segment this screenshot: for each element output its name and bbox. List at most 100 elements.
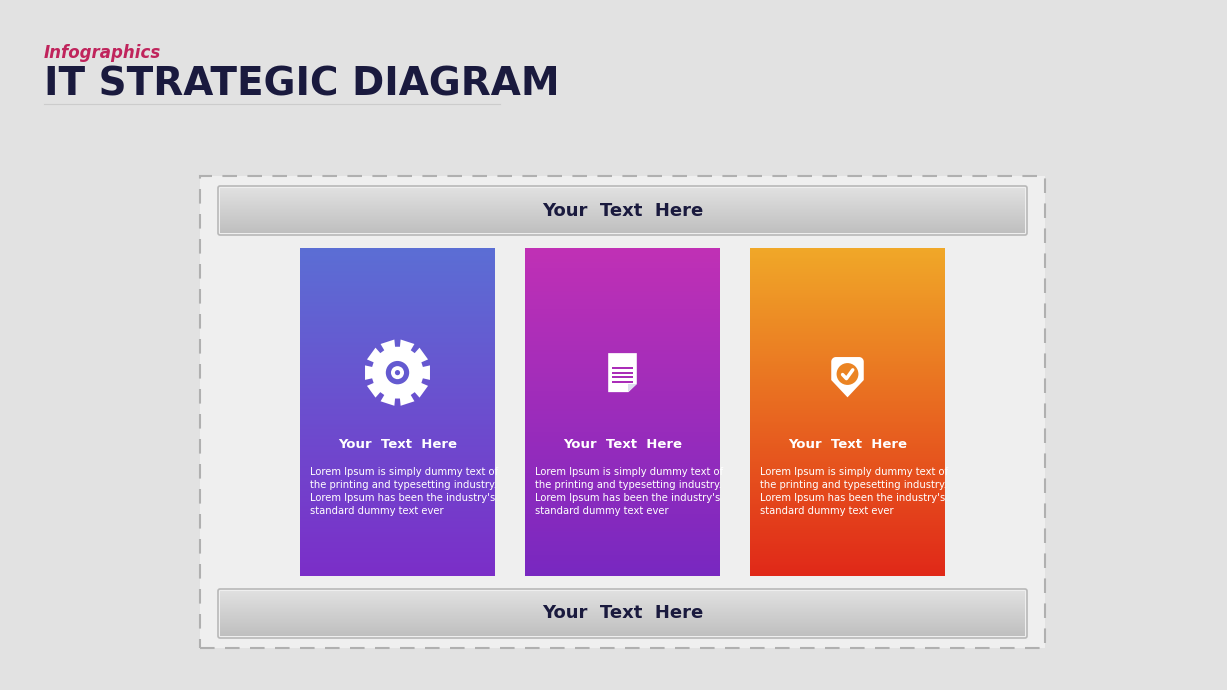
Bar	[525, 411, 720, 412]
Bar	[220, 201, 1025, 203]
Bar	[525, 344, 720, 345]
Bar	[750, 464, 945, 466]
Bar	[525, 476, 720, 477]
Bar	[750, 545, 945, 546]
Bar	[299, 301, 494, 303]
Bar	[525, 371, 720, 373]
Bar	[299, 395, 494, 397]
Polygon shape	[628, 384, 637, 392]
Bar	[525, 452, 720, 453]
Bar	[299, 419, 494, 421]
Bar	[299, 503, 494, 505]
Bar	[750, 386, 945, 388]
Bar	[525, 562, 720, 564]
Bar	[220, 591, 1025, 592]
Bar	[525, 405, 720, 406]
Bar	[750, 411, 945, 413]
Bar	[750, 284, 945, 285]
Bar	[525, 574, 720, 576]
Bar	[750, 259, 945, 260]
Bar	[750, 339, 945, 341]
Bar	[299, 269, 494, 271]
Bar	[525, 252, 720, 253]
Bar	[299, 431, 494, 433]
Bar	[299, 549, 494, 551]
Bar	[750, 530, 945, 531]
Bar	[299, 441, 494, 442]
Bar	[750, 419, 945, 421]
Bar	[750, 547, 945, 549]
Bar	[750, 560, 945, 562]
Bar	[299, 355, 494, 356]
Bar	[525, 499, 720, 500]
Bar	[299, 454, 494, 455]
Bar	[525, 297, 720, 298]
Bar	[525, 439, 720, 440]
Bar	[525, 442, 720, 444]
Bar	[750, 250, 945, 253]
Bar	[299, 570, 494, 571]
Text: Your  Text  Here: Your Text Here	[337, 438, 456, 451]
Bar	[525, 407, 720, 408]
Bar	[750, 266, 945, 268]
Bar	[750, 364, 945, 366]
Bar	[750, 285, 945, 286]
Bar	[525, 431, 720, 433]
Bar	[220, 197, 1025, 198]
Bar	[220, 190, 1025, 192]
Bar	[750, 540, 945, 541]
Bar	[750, 338, 945, 340]
Bar	[299, 372, 494, 374]
Bar	[299, 418, 494, 420]
Bar	[525, 311, 720, 313]
Bar	[525, 455, 720, 457]
Bar	[299, 489, 494, 491]
Bar	[299, 405, 494, 406]
Bar	[750, 571, 945, 573]
Bar	[525, 339, 720, 341]
Bar	[299, 390, 494, 391]
Bar	[220, 635, 1025, 636]
Bar	[299, 414, 494, 415]
Bar	[299, 404, 494, 406]
Bar	[299, 385, 494, 387]
Bar	[750, 414, 945, 415]
Text: Lorem Ipsum has been the industry's: Lorem Ipsum has been the industry's	[535, 493, 720, 503]
Bar	[299, 381, 494, 382]
Bar	[750, 439, 945, 440]
Bar	[750, 491, 945, 493]
Bar	[220, 631, 1025, 633]
Bar	[750, 498, 945, 500]
Bar	[750, 460, 945, 461]
Bar	[220, 199, 1025, 200]
Bar	[525, 384, 720, 386]
Bar	[220, 226, 1025, 228]
Bar	[525, 435, 720, 437]
Bar	[525, 498, 720, 500]
Bar	[750, 445, 945, 447]
Bar	[750, 290, 945, 292]
Bar	[299, 514, 494, 516]
Bar	[750, 379, 945, 380]
Bar	[299, 349, 494, 351]
Bar	[525, 529, 720, 530]
Bar	[750, 381, 945, 382]
Bar	[299, 515, 494, 517]
Bar	[525, 404, 720, 406]
Bar	[525, 535, 720, 537]
Bar	[750, 289, 945, 290]
Bar	[299, 464, 494, 466]
Bar	[750, 407, 945, 408]
Bar	[750, 293, 945, 295]
Bar	[750, 372, 945, 374]
Bar	[220, 613, 1025, 614]
Bar	[299, 411, 494, 413]
Bar	[299, 506, 494, 507]
Bar	[525, 257, 720, 259]
Bar	[525, 372, 720, 374]
Bar	[299, 356, 494, 357]
Bar	[750, 559, 945, 561]
Bar	[220, 219, 1025, 220]
Bar	[750, 466, 945, 468]
Bar	[299, 273, 494, 274]
